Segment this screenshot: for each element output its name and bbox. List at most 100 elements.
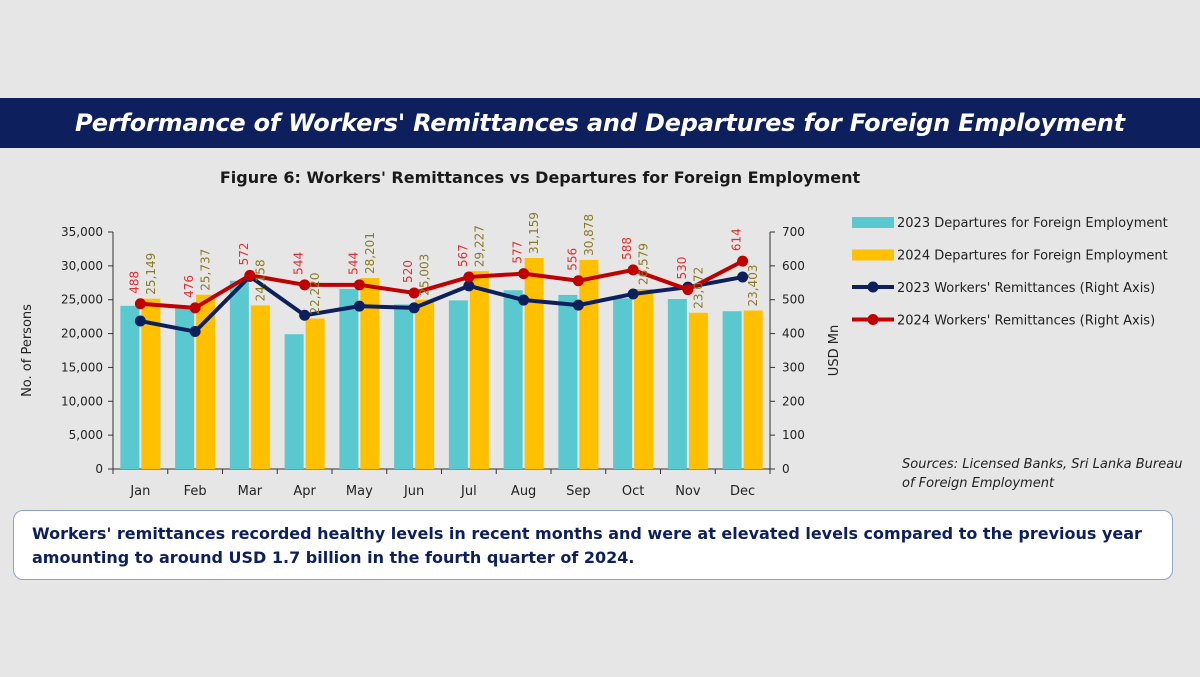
legend-label: 2023 Workers' Remittances (Right Axis) (897, 281, 1155, 296)
y-tick-left: 35,000 (61, 225, 103, 239)
x-tick-label: Nov (675, 484, 701, 499)
line-data-label: 588 (620, 237, 634, 260)
bar-2023-departures (613, 298, 633, 469)
line-data-label: 520 (401, 260, 415, 283)
legend-marker (867, 281, 879, 293)
x-tick-label: Sep (566, 484, 591, 499)
bar-data-label: 23,072 (691, 267, 705, 309)
bar-data-label: 25,003 (418, 254, 432, 296)
bar-2023-departures (175, 307, 195, 469)
bar-data-label: 29,227 (472, 225, 486, 267)
point-2023-remittances (353, 300, 365, 312)
bar-2023-departures (503, 290, 523, 469)
y-tick-right: 0 (782, 462, 790, 476)
header-banner: Performance of Workers' Remittances and … (0, 98, 1200, 148)
y-tick-left: 20,000 (61, 327, 103, 341)
y-tick-right: 600 (782, 259, 805, 273)
y-tick-right: 300 (782, 360, 805, 374)
x-tick-label: Oct (622, 484, 644, 499)
x-tick-label: Jul (460, 484, 477, 499)
bar-2023-departures (667, 299, 687, 469)
y-tick-right: 700 (782, 225, 805, 239)
x-tick-label: Apr (293, 484, 316, 499)
bar-2023-departures (120, 305, 140, 469)
sources-note: Sources: Licensed Banks, Sri Lanka Burea… (902, 457, 1183, 491)
y-axis-right-title: USD Mn (827, 325, 842, 376)
bar-data-label: 25,737 (199, 249, 213, 291)
line-data-label: 572 (237, 242, 251, 265)
line-data-label: 476 (182, 275, 196, 298)
point-2024-remittances (463, 271, 475, 283)
point-2023-remittances (299, 309, 311, 321)
y-tick-left: 10,000 (61, 394, 103, 408)
y-tick-left: 30,000 (61, 259, 103, 273)
point-2024-remittances (244, 269, 256, 281)
point-2024-remittances (353, 279, 365, 291)
x-tick-label: Mar (238, 484, 263, 499)
point-2023-remittances (737, 271, 749, 283)
line-data-label: 544 (346, 252, 360, 275)
combo-chart: 0 5,000 10,000 15,000 20,000 25,000 30,000 35,0… (20, 212, 1168, 499)
bar-2023-departures (722, 311, 742, 469)
x-tick-label: Dec (730, 484, 755, 499)
bar-data-label: 24,158 (253, 259, 267, 301)
point-2024-remittances (627, 264, 639, 276)
line-data-label: 544 (292, 252, 306, 275)
bar-2024-departures (250, 305, 270, 469)
bar-2023-departures (339, 288, 359, 469)
point-2024-remittances (189, 302, 201, 314)
bar-2024-departures (141, 298, 161, 469)
y-tick-left: 25,000 (61, 293, 103, 307)
point-2023-remittances (627, 288, 639, 300)
page-title: Performance of Workers' Remittances and … (75, 109, 1125, 137)
point-2023-remittances (518, 294, 530, 306)
bar-2023-departures (448, 300, 468, 469)
y-tick-right: 400 (782, 327, 805, 341)
bar-data-label: 23,403 (746, 265, 760, 307)
point-2023-remittances (572, 299, 584, 311)
point-2023-remittances (408, 302, 420, 314)
bar-2023-departures (229, 280, 249, 469)
bar-2024-departures (524, 258, 544, 469)
bar-2024-departures (196, 294, 216, 469)
bar-data-label: 25,149 (144, 253, 158, 295)
bar-2024-departures (360, 278, 380, 469)
line-data-label: 614 (730, 228, 744, 251)
point-2023-remittances (134, 315, 146, 327)
y-tick-left: 15,000 (61, 360, 103, 374)
bar-data-label: 30,878 (582, 214, 596, 256)
bar-data-label: 28,201 (363, 232, 377, 274)
x-tick-label: May (346, 484, 373, 499)
bar-2024-departures (634, 289, 654, 469)
point-2024-remittances (572, 275, 584, 287)
legend-label: 2023 Departures for Foreign Employment (897, 216, 1168, 231)
point-2024-remittances (518, 268, 530, 280)
point-2023-remittances (463, 280, 475, 292)
x-tick-label: Jun (403, 484, 424, 499)
summary-text: Workers' remittances recorded healthy le… (32, 524, 1142, 567)
line-data-label: 530 (675, 257, 689, 280)
legend-swatch (852, 217, 894, 228)
point-2024-remittances (737, 255, 749, 267)
bar-data-label: 31,159 (527, 212, 541, 254)
y-tick-left: 0 (95, 462, 103, 476)
legend-label: 2024 Departures for Foreign Employment (897, 249, 1168, 264)
legend-marker (867, 314, 879, 325)
point-2024-remittances (408, 287, 420, 299)
summary-box: Workers' remittances recorded healthy le… (13, 510, 1173, 580)
bar-2024-departures (579, 259, 599, 469)
x-tick-label: Feb (184, 484, 207, 499)
bar-2024-departures (305, 318, 325, 469)
bar-data-label: 22,220 (308, 273, 322, 315)
bar-2024-departures (688, 312, 708, 469)
bar-2023-departures (284, 334, 304, 469)
x-tick-label: Aug (511, 484, 536, 499)
y-tick-right: 200 (782, 394, 805, 408)
line-data-label: 556 (565, 248, 579, 271)
legend-swatch (852, 249, 894, 261)
point-2023-remittances (189, 326, 201, 338)
y-tick-left: 5,000 (69, 428, 103, 442)
bar-2024-departures (415, 299, 435, 469)
y-axis-left-title: No. of Persons (20, 304, 35, 397)
line-data-label: 577 (511, 241, 525, 264)
